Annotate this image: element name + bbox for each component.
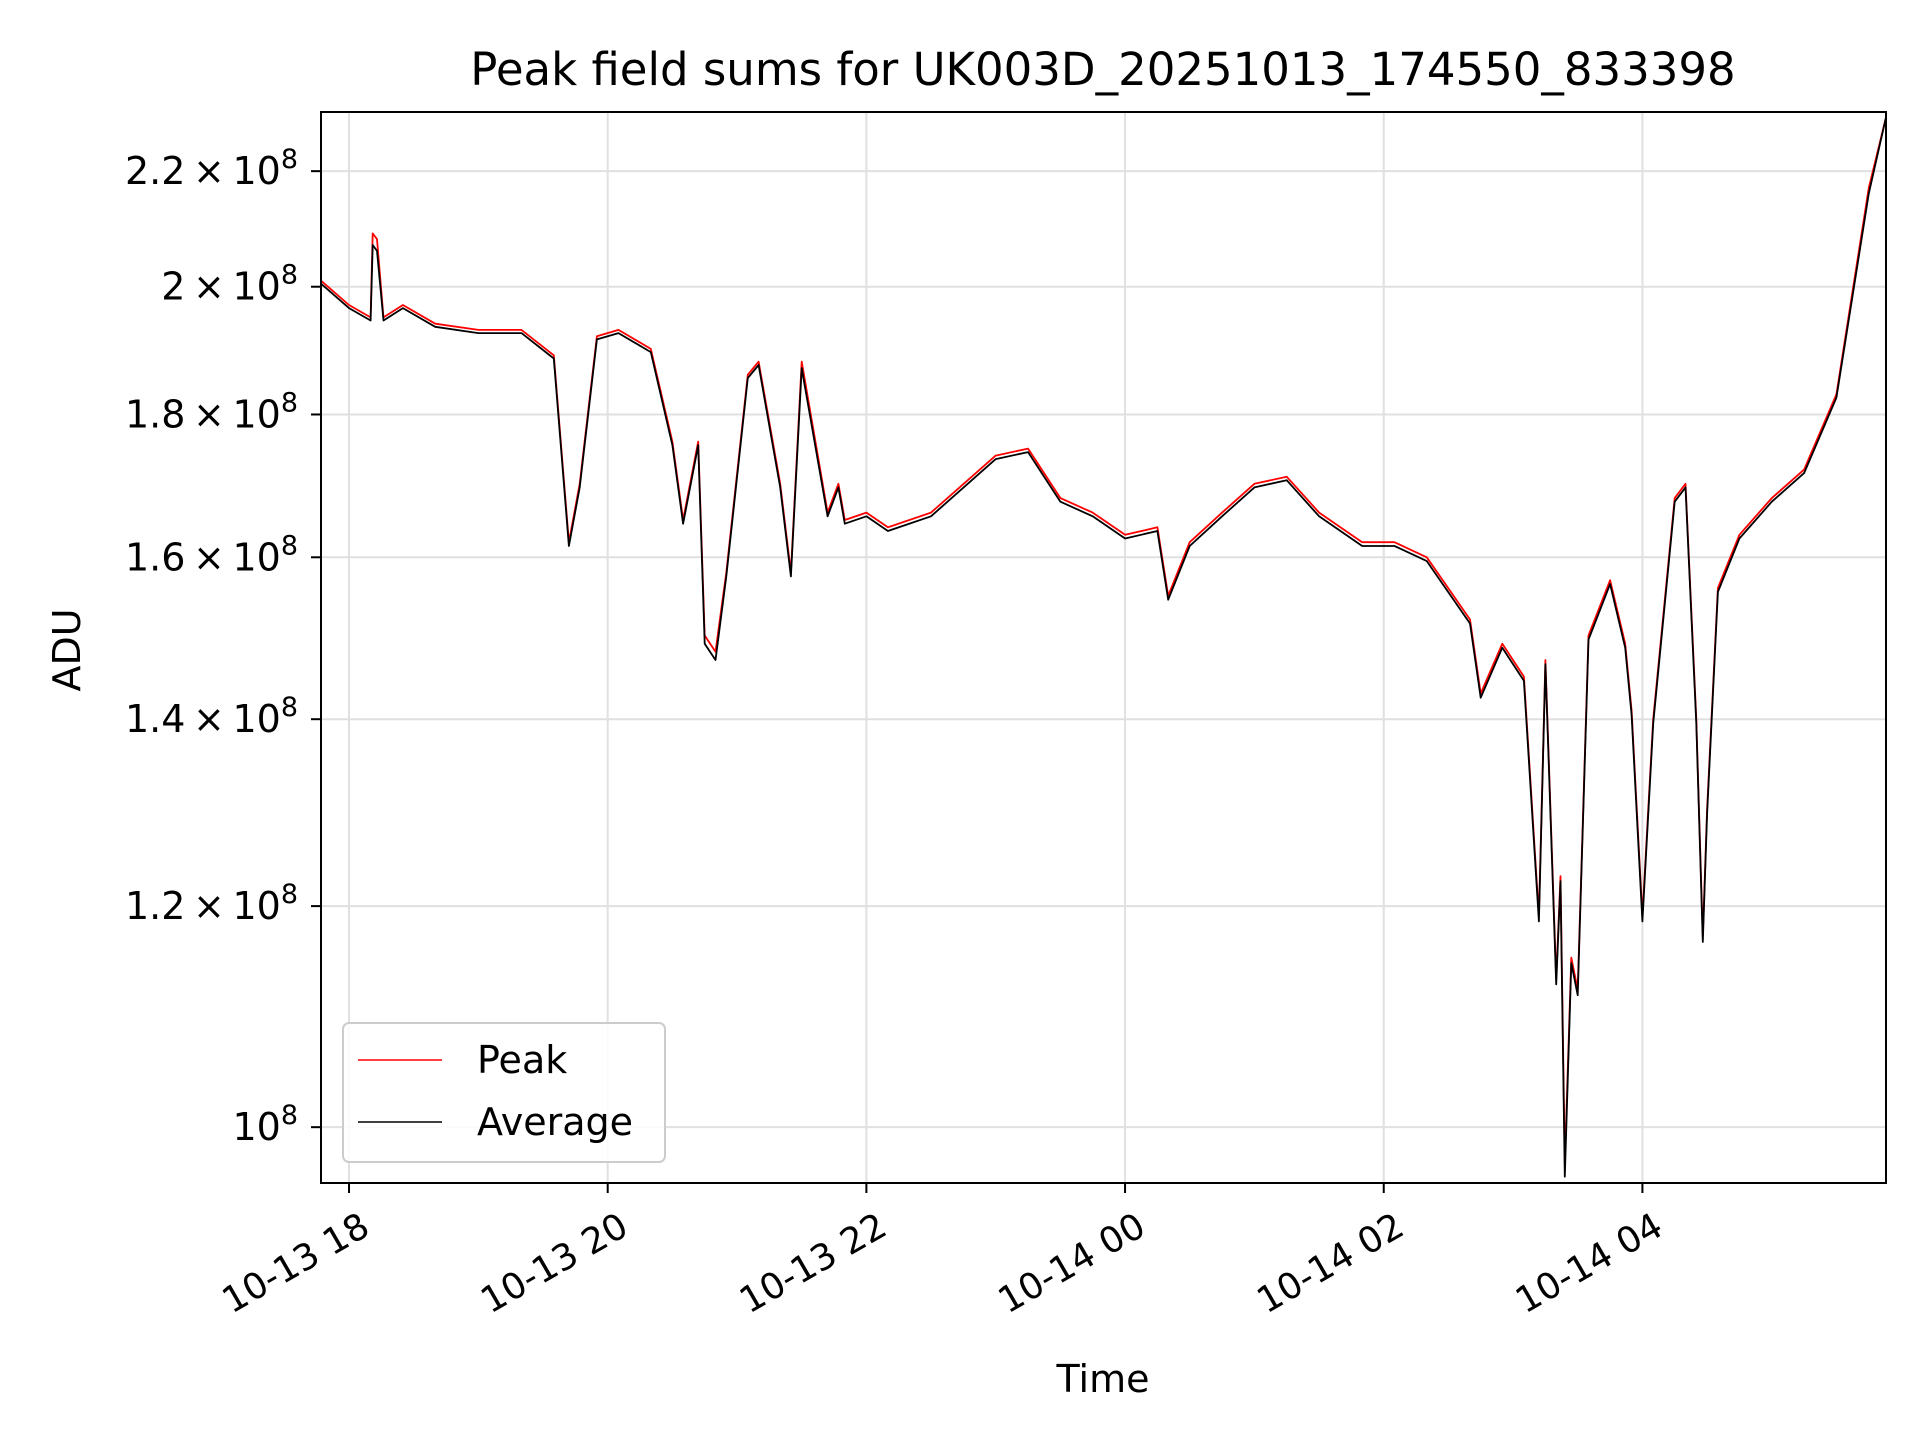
y-tick-label: 1.4 × 108 [125, 692, 298, 741]
y-tick-label: 2.2 × 108 [125, 144, 298, 193]
grid-lines [321, 112, 1886, 1183]
y-ticks: 108 1.2 × 108 1.4 × 108 1.6 × 108 1.8 × 108 2… [125, 144, 321, 1149]
plot-lines [321, 117, 1886, 1178]
legend-label-average: Average [477, 1100, 633, 1144]
chart-title: Peak field sums for UK003D_20251013_1745… [470, 43, 1735, 96]
legend-box [342, 1022, 666, 1163]
legend: Peak Average [342, 1022, 666, 1163]
y-tick-label: 2 × 108 [161, 260, 298, 309]
y-axis-label: ADU [45, 608, 89, 691]
x-axis-label: Time [1056, 1357, 1150, 1401]
y-tick-label: 1.2 × 108 [125, 879, 298, 928]
y-tick-label: 1.6 × 108 [125, 530, 298, 579]
plot-frame [320, 111, 1887, 1184]
y-tick-label: 108 [232, 1100, 298, 1149]
legend-label-peak: Peak [477, 1038, 567, 1082]
y-tick-label: 1.8 × 108 [125, 387, 298, 436]
series-line-average [321, 117, 1886, 1178]
